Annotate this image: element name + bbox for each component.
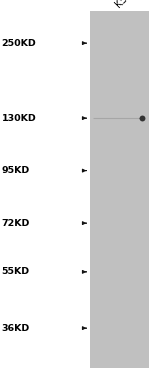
Bar xyxy=(142,117,143,119)
Text: K562: K562 xyxy=(113,0,138,9)
Bar xyxy=(140,117,141,119)
Bar xyxy=(141,117,142,119)
Bar xyxy=(140,117,141,119)
Bar xyxy=(90,11,148,368)
Point xyxy=(141,115,143,121)
Bar xyxy=(142,117,143,119)
Bar xyxy=(141,117,142,120)
Bar xyxy=(141,117,142,120)
Bar xyxy=(140,117,141,119)
Bar xyxy=(142,117,143,119)
Bar xyxy=(140,117,141,119)
Bar xyxy=(141,117,142,120)
Bar xyxy=(142,117,143,119)
Bar xyxy=(140,117,141,119)
Text: 36KD: 36KD xyxy=(2,324,30,333)
Text: 95KD: 95KD xyxy=(2,166,30,175)
Text: 130KD: 130KD xyxy=(2,114,36,123)
Text: 72KD: 72KD xyxy=(2,219,30,228)
Text: 55KD: 55KD xyxy=(2,267,30,276)
Bar xyxy=(141,117,142,120)
Bar xyxy=(142,117,143,119)
Text: 250KD: 250KD xyxy=(2,39,36,48)
